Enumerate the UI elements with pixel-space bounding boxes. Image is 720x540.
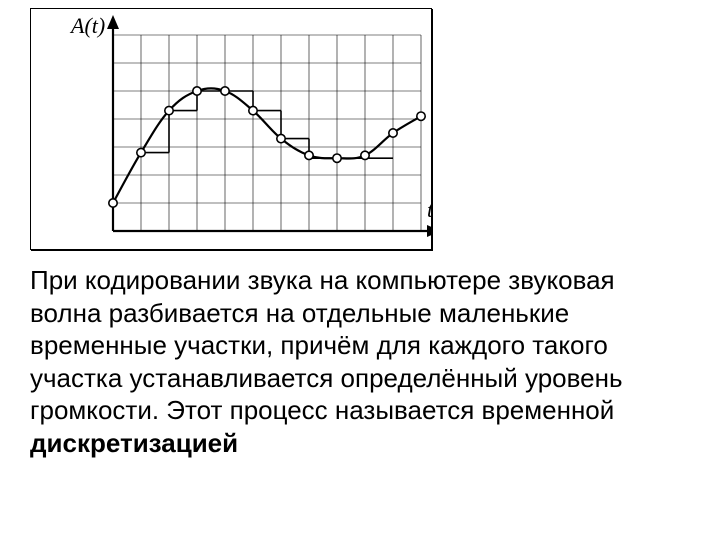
slide: A(t) t При кодировании звука на компьютер… [0, 0, 720, 540]
paragraph-bold: дискретизацией [30, 428, 238, 458]
chart-svg: A(t) t [31, 9, 431, 249]
svg-text:t: t [427, 197, 431, 222]
signal-chart: A(t) t [30, 8, 432, 250]
svg-text:A(t): A(t) [69, 13, 105, 38]
description-paragraph: При кодировании звука на компьютере звук… [30, 264, 670, 459]
paragraph-text: При кодировании звука на компьютере звук… [30, 265, 623, 425]
